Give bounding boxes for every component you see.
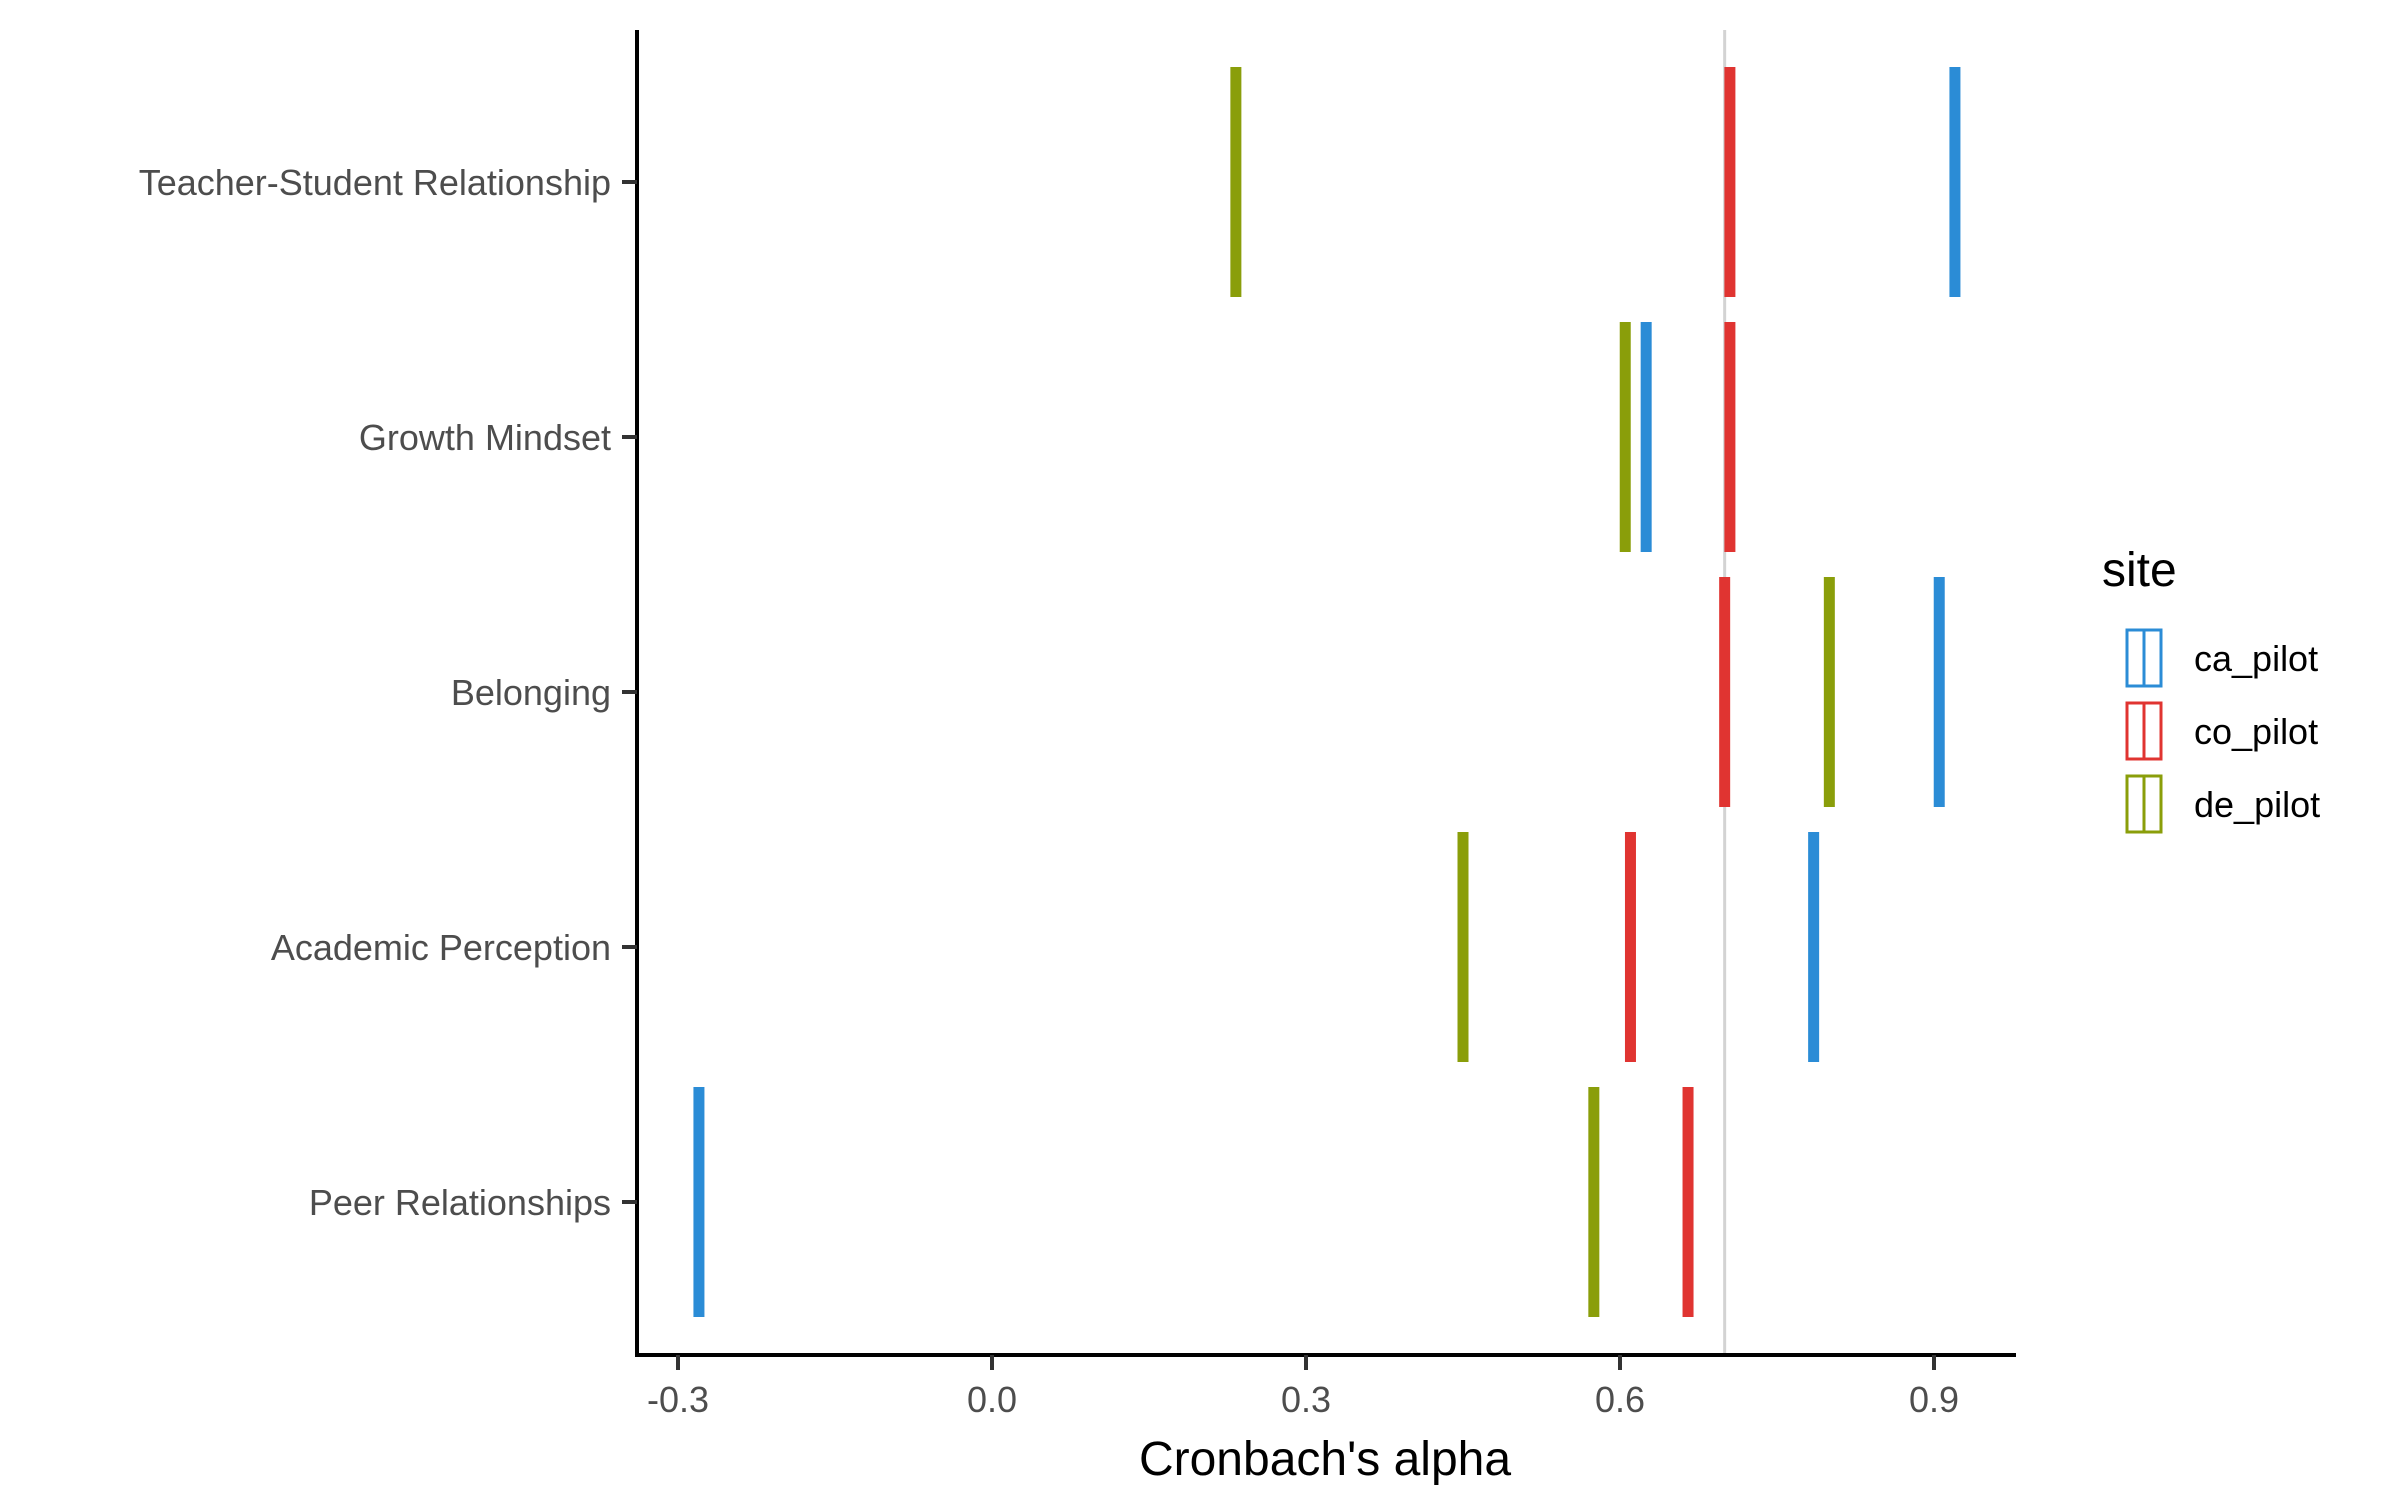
mark-co_pilot-2 [1719,577,1731,807]
mark-ca_pilot-1 [1640,322,1652,552]
mark-de_pilot-2 [1823,577,1835,807]
mark-co_pilot-0 [1724,67,1736,297]
x-tick-label: -0.3 [647,1379,709,1420]
legend-label: de_pilot [2194,784,2320,825]
y-tick-label: Peer Relationships [309,1182,611,1223]
x-tick-label: 0.6 [1595,1379,1645,1420]
y-tick-label: Belonging [451,672,611,713]
legend-item-ca_pilot: ca_pilot [2125,628,2318,688]
legend-label: ca_pilot [2194,638,2318,679]
mark-co_pilot-1 [1724,322,1736,552]
y-tick-label: Academic Perception [271,927,611,968]
mark-co_pilot-4 [1682,1087,1694,1317]
legend-title: site [2102,544,2177,597]
mark-co_pilot-3 [1624,832,1636,1062]
mark-de_pilot-0 [1230,67,1242,297]
mark-de_pilot-4 [1588,1087,1600,1317]
x-tick-label: 0.3 [1281,1379,1331,1420]
mark-de_pilot-1 [1619,322,1631,552]
x-axis-title: Cronbach's alpha [1139,1433,1511,1486]
mark-ca_pilot-2 [1933,577,1945,807]
mark-ca_pilot-4 [693,1087,705,1317]
legend-item-de_pilot: de_pilot [2125,774,2320,834]
x-tick-label: 0.0 [967,1379,1017,1420]
legend: site ca_pilot co_pilot de_pilot [2102,544,2320,834]
y-tick-label: Growth Mindset [359,417,611,458]
legend-label: co_pilot [2194,711,2318,752]
mark-ca_pilot-3 [1808,832,1820,1062]
mark-de_pilot-3 [1457,832,1469,1062]
mark-ca_pilot-0 [1949,67,1961,297]
x-tick-label: 0.9 [1909,1379,1959,1420]
y-tick-label: Teacher-Student Relationship [139,162,611,203]
legend-item-co_pilot: co_pilot [2125,701,2318,761]
